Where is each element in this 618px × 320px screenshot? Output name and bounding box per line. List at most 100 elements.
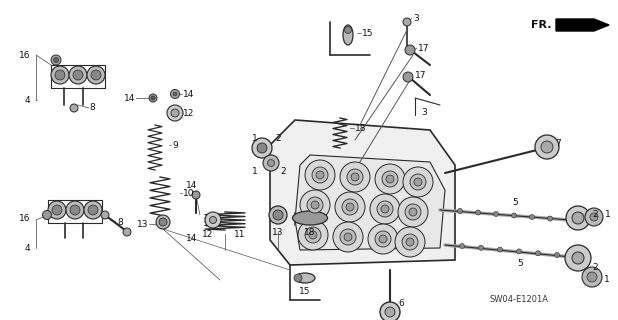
Text: 2: 2 [275,133,281,142]
Circle shape [457,209,462,213]
Circle shape [410,174,426,190]
Circle shape [66,201,84,219]
Circle shape [572,212,584,224]
Text: 11: 11 [234,229,246,238]
Circle shape [312,167,328,183]
Circle shape [257,143,267,153]
Text: 12: 12 [183,108,195,117]
Circle shape [475,210,481,215]
Circle shape [548,216,552,221]
Text: 16: 16 [19,51,30,60]
Circle shape [252,138,272,158]
Circle shape [517,249,522,254]
Ellipse shape [292,211,328,225]
Circle shape [340,229,356,245]
Circle shape [572,252,584,264]
Circle shape [460,244,465,249]
Circle shape [565,245,591,271]
Circle shape [494,212,499,217]
Circle shape [335,192,365,222]
Circle shape [123,228,131,236]
Circle shape [298,220,328,250]
Text: 2: 2 [280,166,286,175]
Text: 9: 9 [172,140,178,149]
Text: 14: 14 [183,90,195,99]
Circle shape [273,210,283,220]
Text: 8: 8 [89,102,95,111]
Circle shape [70,205,80,215]
Circle shape [587,272,597,282]
Circle shape [156,215,170,229]
Circle shape [171,109,179,117]
Circle shape [294,274,302,282]
Text: 5: 5 [512,197,518,206]
Circle shape [309,231,317,239]
Circle shape [375,164,405,194]
Circle shape [375,231,391,247]
Circle shape [406,238,414,246]
Circle shape [535,135,559,159]
Circle shape [342,199,358,215]
Text: 3: 3 [421,108,427,116]
Circle shape [263,155,279,171]
Text: 17: 17 [415,70,426,79]
Circle shape [405,204,421,220]
Circle shape [311,201,319,209]
FancyArrow shape [556,19,609,31]
Circle shape [305,227,321,243]
Text: 4: 4 [24,95,30,105]
Circle shape [87,66,105,84]
Circle shape [370,194,400,224]
Circle shape [381,205,389,213]
Circle shape [269,206,287,224]
Text: 18: 18 [355,124,366,132]
Circle shape [478,245,483,250]
Circle shape [403,167,433,197]
Text: 2: 2 [592,210,598,219]
Circle shape [316,171,324,179]
Circle shape [159,218,167,226]
Text: 13: 13 [137,220,148,228]
Circle shape [149,94,157,102]
Text: 16: 16 [19,213,30,222]
Circle shape [590,213,598,221]
Text: 2: 2 [592,263,598,273]
Circle shape [205,212,221,228]
Text: 6: 6 [398,300,404,308]
Circle shape [340,162,370,192]
Text: 18: 18 [304,228,316,236]
Ellipse shape [295,273,315,283]
Circle shape [582,267,602,287]
Ellipse shape [343,25,353,45]
Text: 15: 15 [362,28,373,37]
Circle shape [377,201,393,217]
Circle shape [48,201,66,219]
Circle shape [73,70,83,80]
Circle shape [268,159,274,166]
Circle shape [386,175,394,183]
Circle shape [402,234,418,250]
Text: 12: 12 [202,229,214,238]
Text: FR.: FR. [531,20,552,30]
Circle shape [346,203,354,211]
Text: SW04-E1201A: SW04-E1201A [490,295,549,305]
Circle shape [566,206,590,230]
Circle shape [167,105,183,121]
Circle shape [536,251,541,256]
Text: 7: 7 [555,139,561,148]
Text: 17: 17 [418,44,430,52]
Circle shape [512,213,517,218]
Text: 14: 14 [124,93,135,102]
Circle shape [52,205,62,215]
Circle shape [51,66,69,84]
Circle shape [151,96,155,100]
Circle shape [192,191,200,199]
Circle shape [414,178,422,186]
Circle shape [585,208,603,226]
Circle shape [300,190,330,220]
Circle shape [530,214,535,220]
Text: 1: 1 [252,166,258,175]
Circle shape [347,169,363,185]
Circle shape [554,252,559,258]
Text: 8: 8 [117,218,123,227]
